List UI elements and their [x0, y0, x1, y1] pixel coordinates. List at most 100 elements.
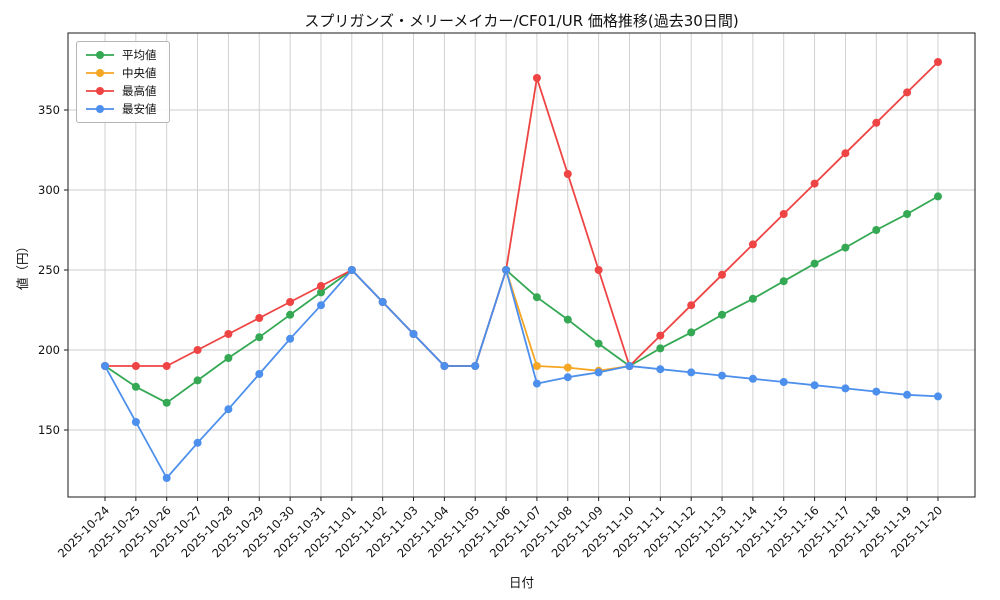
series-point-min	[748, 374, 757, 383]
series-point-max	[903, 88, 912, 97]
series-point-min	[440, 362, 449, 370]
series-point-max	[594, 266, 603, 274]
series-point-avg	[718, 310, 726, 319]
series-point-max	[779, 210, 788, 218]
series-point-avg	[224, 354, 233, 362]
series-point-min	[687, 368, 696, 377]
legend-label-median: 中央値	[122, 66, 157, 80]
y-tick-label: 350	[38, 103, 60, 117]
series-point-avg	[131, 382, 140, 391]
series-point-max	[934, 58, 942, 66]
series-point-max	[193, 346, 202, 354]
legend-item-min: 最安値	[85, 103, 157, 115]
series-point-avg	[810, 259, 819, 268]
series-point-avg	[934, 192, 942, 201]
series-point-min	[317, 301, 325, 310]
series-point-median	[532, 362, 541, 370]
series-point-min	[193, 438, 202, 447]
legend-marker-min	[86, 105, 114, 113]
series-point-max	[872, 118, 881, 127]
legend-marker-avg	[86, 51, 114, 59]
legend-item-avg: 平均値	[85, 49, 157, 61]
series-point-max	[656, 331, 665, 340]
series-point-min	[594, 368, 603, 377]
series-point-min	[101, 362, 109, 370]
series-point-avg	[594, 339, 603, 348]
series-point-avg	[193, 376, 202, 385]
series-line-avg	[104, 195, 939, 404]
series-point-max	[718, 270, 726, 279]
series-point-avg	[162, 398, 171, 407]
series-point-min	[347, 266, 356, 274]
series-line-max	[105, 61, 939, 367]
series-point-min	[841, 384, 850, 393]
y-tick-label: 150	[38, 423, 60, 437]
series-point-avg	[656, 344, 665, 353]
series-point-avg	[779, 277, 788, 286]
series-point-min	[872, 387, 881, 396]
series-point-max	[687, 301, 696, 310]
series-point-min	[532, 379, 541, 388]
series-point-max	[255, 314, 264, 322]
series-point-min	[286, 334, 295, 343]
series-point-max	[224, 330, 233, 338]
series-point-min	[934, 392, 942, 401]
series-point-min	[625, 362, 634, 370]
series-point-avg	[687, 328, 696, 337]
legend-marker-max	[86, 87, 114, 95]
series-point-min	[779, 378, 788, 386]
series-point-avg	[286, 310, 295, 319]
series-point-min	[810, 381, 819, 390]
series-point-min	[255, 370, 264, 378]
series-point-avg	[317, 288, 325, 297]
series-point-max	[286, 298, 295, 306]
series-point-min	[162, 474, 171, 482]
y-tick-label: 250	[38, 263, 60, 277]
legend-label-avg: 平均値	[122, 48, 157, 62]
series-point-max	[748, 240, 757, 249]
series-point-max	[317, 282, 325, 290]
series-point-min	[131, 418, 140, 426]
grid	[68, 33, 975, 497]
series-point-median	[563, 363, 572, 372]
series-point-max	[563, 170, 572, 178]
series-point-min	[718, 371, 726, 380]
series-point-min	[378, 298, 387, 306]
y-axis-label: 値（円）	[15, 240, 30, 291]
y-tick-label: 300	[38, 183, 60, 197]
series-point-avg	[563, 315, 572, 324]
legend-label-max: 最高値	[122, 84, 157, 98]
chart-title: スプリガンズ・メリーメイカー/CF01/UR 価格推移(過去30日間)	[304, 12, 739, 30]
series-line-min	[104, 269, 939, 479]
axis-ticks	[64, 109, 939, 501]
series-point-max	[131, 362, 140, 370]
series-point-max	[810, 179, 819, 188]
legend-item-max: 最高値	[85, 85, 157, 97]
plot-border	[67, 32, 976, 498]
series-point-max	[841, 149, 850, 158]
legend-marker-median	[86, 69, 114, 77]
series-point-max	[532, 74, 541, 82]
series-point-avg	[872, 226, 881, 234]
series-point-min	[563, 373, 572, 382]
series-point-min	[656, 365, 665, 374]
legend-label-min: 最安値	[122, 102, 157, 116]
y-tick-label: 200	[38, 343, 60, 357]
series-point-min	[471, 362, 480, 370]
series-point-min	[224, 405, 233, 414]
series-avg	[101, 192, 942, 407]
series-point-avg	[903, 210, 912, 218]
x-axis-label: 日付	[508, 575, 534, 590]
series-point-avg	[841, 243, 850, 252]
series-point-min	[903, 390, 912, 399]
series-point-min	[502, 266, 511, 274]
series-point-max	[162, 362, 171, 370]
legend-item-median: 中央値	[85, 67, 157, 79]
series-point-avg	[748, 294, 757, 303]
series-point-min	[409, 330, 418, 338]
axis-tick-labels: 1502002503003502025-10-242025-10-252025-…	[38, 103, 945, 560]
series-max	[101, 58, 942, 370]
series-point-avg	[255, 333, 264, 342]
